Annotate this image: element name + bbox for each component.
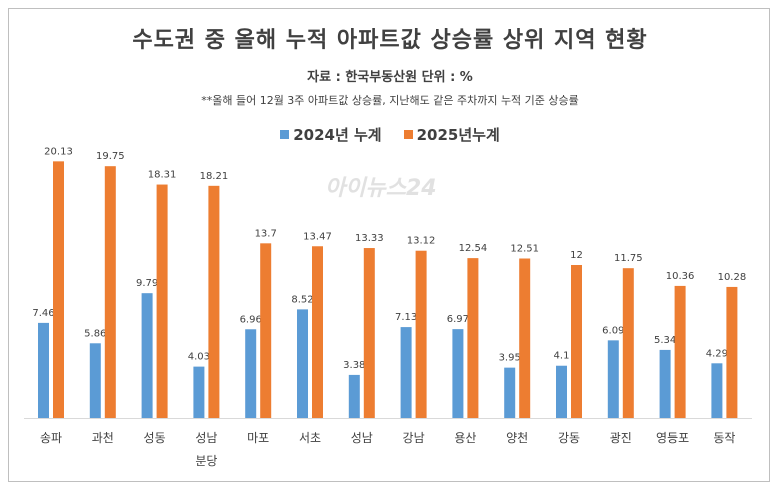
data-label: 5.86: [84, 328, 106, 339]
category-label: 성남: [351, 431, 373, 445]
data-label: 12.54: [459, 243, 488, 254]
category-label: 양천: [506, 430, 528, 445]
data-label: 7.13: [395, 312, 417, 323]
bar-2024: [400, 327, 412, 418]
data-label: 6.09: [602, 325, 624, 336]
category-label: 영등포: [656, 431, 689, 445]
data-label: 3.38: [343, 360, 365, 371]
data-label: 12.51: [510, 243, 539, 254]
data-label: 13.12: [407, 236, 436, 247]
data-label: 4.1: [554, 351, 570, 362]
bar-2024: [38, 322, 49, 418]
bar-2024: [89, 343, 101, 418]
data-label: 4.03: [188, 352, 210, 363]
data-label: 19.75: [96, 151, 125, 162]
bar-2025: [260, 243, 272, 418]
data-label: 18.31: [148, 170, 177, 181]
legend-label-2025: 2025년누계: [416, 126, 500, 144]
category-label: 강동: [558, 431, 580, 445]
data-label: 3.95: [499, 353, 521, 364]
bar-2024: [607, 340, 619, 418]
data-label: 7.46: [32, 308, 54, 319]
data-label: 10.36: [666, 271, 695, 282]
category-label: 강남: [403, 431, 425, 445]
category-label: 분당: [195, 454, 217, 468]
watermark-logo: 아이뉴스24: [325, 176, 437, 201]
bar-2024: [711, 363, 723, 418]
bar-2025: [312, 246, 323, 418]
data-label: 4.29: [706, 348, 728, 359]
legend-item-2024: 2024년 누계: [280, 124, 382, 145]
category-label: 마포: [247, 431, 269, 445]
bar-2024: [193, 366, 205, 418]
bar-2025: [104, 166, 116, 418]
bar-2025: [726, 286, 738, 418]
category-label: 서초: [299, 431, 321, 445]
legend-swatch-2025: [403, 130, 413, 139]
category-label: 동작: [713, 431, 735, 445]
bar-2025: [674, 285, 686, 418]
data-label: 10.28: [718, 272, 747, 283]
bar-2024: [297, 309, 308, 418]
bar-2024: [556, 365, 567, 418]
legend: 2024년 누계 2025년누계: [0, 124, 780, 145]
chart-frame: [8, 8, 770, 482]
category-label: 용산: [454, 431, 476, 445]
category-label: 송파: [40, 431, 62, 445]
bar-2025: [467, 258, 479, 418]
category-label: 과천: [92, 430, 114, 445]
data-label: 6.96: [240, 314, 262, 325]
data-label: 18.21: [200, 171, 229, 182]
bar-2025: [519, 258, 531, 418]
data-label: 6.97: [447, 314, 469, 325]
bar-2025: [622, 268, 634, 418]
bar-2024: [452, 329, 464, 418]
chart-source: 자료 : 한국부동산원 단위 : %: [307, 70, 473, 85]
bar-2024: [245, 329, 257, 418]
data-label: 11.75: [614, 253, 643, 264]
bar-2024: [348, 374, 360, 418]
data-label: 8.52: [291, 294, 313, 305]
legend-swatch-2024: [280, 130, 290, 139]
data-label: 20.13: [44, 146, 73, 157]
category-label: 광진: [610, 431, 632, 445]
data-label: 5.34: [654, 335, 676, 346]
bar-2024: [659, 349, 671, 418]
data-label: 13.33: [355, 233, 384, 244]
data-label: 13.47: [303, 231, 332, 242]
bar-2025: [415, 250, 427, 418]
bar-2025: [571, 265, 582, 418]
bar-2025: [208, 185, 220, 418]
bar-2025: [156, 184, 168, 418]
data-label: 12: [570, 250, 583, 261]
legend-item-2025: 2025년누계: [403, 124, 500, 145]
bar-2025: [363, 248, 375, 418]
legend-label-2024: 2024년 누계: [293, 126, 382, 144]
chart-title: 수도권 중 올해 누적 아파트값 상승률 상위 지역 현황: [132, 28, 648, 53]
bar-2024: [141, 293, 153, 418]
chart-note: **올해 들어 12월 3주 아파트값 상승률, 지난해도 같은 주차까지 누적…: [201, 94, 579, 107]
category-label: 성남: [195, 431, 217, 445]
category-label: 성동: [144, 431, 166, 445]
data-label: 13.7: [255, 228, 277, 239]
bar-2025: [53, 161, 64, 418]
bar-2024: [504, 367, 516, 418]
data-label: 9.79: [136, 278, 158, 289]
